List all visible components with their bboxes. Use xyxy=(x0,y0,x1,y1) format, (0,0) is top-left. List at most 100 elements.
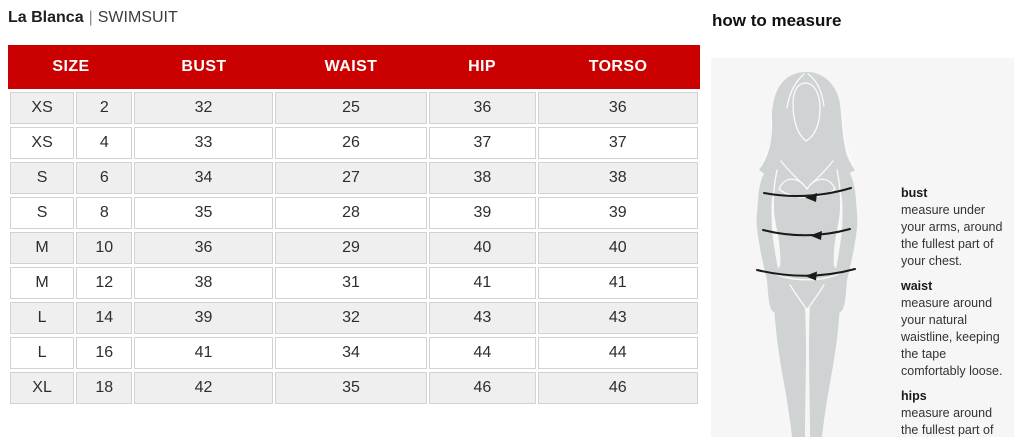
hair-part-right xyxy=(807,73,825,107)
left-leg-shape xyxy=(773,286,806,437)
size-table-row: XS 4 33 26 37 37 xyxy=(10,127,698,159)
hip-cell: 38 xyxy=(429,162,536,194)
brand-name: La Blanca xyxy=(8,9,84,26)
page-title: La Blanca | SWIMSUIT xyxy=(8,9,178,27)
bust-cell: 33 xyxy=(134,127,273,159)
column-header-size: SIZE xyxy=(52,58,90,75)
hair-strand-left xyxy=(760,113,773,167)
hair-strand-right xyxy=(842,113,855,167)
bust-cell: 35 xyxy=(134,197,273,229)
waist-cell: 29 xyxy=(274,232,428,264)
right-arm-seam xyxy=(836,169,842,237)
torso-shape xyxy=(772,154,842,272)
bust-cell: 41 xyxy=(134,337,273,369)
bust-cell: 36 xyxy=(134,232,273,264)
hip-cell: 39 xyxy=(429,197,536,229)
waist-cell: 27 xyxy=(274,162,428,194)
waist-cell: 35 xyxy=(274,372,428,404)
size-table-row: L 16 41 34 44 44 xyxy=(10,337,698,369)
size-number-cell: 10 xyxy=(76,232,133,264)
bust-tip: bust measure under your arms, around the… xyxy=(901,185,1003,270)
size-number-cell: 16 xyxy=(76,337,133,369)
waist-cell: 32 xyxy=(274,302,428,334)
bust-measure-arrow xyxy=(763,187,852,198)
waist-tip-label: waist xyxy=(901,279,933,293)
size-letter-cell: S xyxy=(10,197,75,229)
torso-cell: 46 xyxy=(537,372,698,404)
how-to-measure-title: how to measure xyxy=(712,11,842,30)
waist-measure-arrow xyxy=(762,228,851,237)
measure-tips: bust measure under your arms, around the… xyxy=(901,185,1003,437)
face-outline xyxy=(792,82,821,142)
column-header-hip: HIP xyxy=(468,58,496,75)
waist-tip: waist measure around your natural waistl… xyxy=(901,278,1003,380)
size-letter-cell: M xyxy=(10,267,75,299)
size-chart-table: XS 2 32 25 36 36 XS 4 33 26 37 37 S 6 34 27 38 38 S 8 35 28 39… xyxy=(8,89,700,407)
waist-cell: 26 xyxy=(274,127,428,159)
body-silhouette-illustration xyxy=(756,72,858,437)
hair-part-left xyxy=(786,73,805,109)
hip-cell: 36 xyxy=(429,92,536,124)
size-number-cell: 12 xyxy=(76,267,133,299)
size-table-row: M 12 38 31 41 41 xyxy=(10,267,698,299)
column-header-waist: WAIST xyxy=(324,58,378,75)
bust-cell: 39 xyxy=(134,302,273,334)
right-leg-shape xyxy=(809,286,841,437)
hip-arrowhead xyxy=(805,271,817,281)
right-arm-shape xyxy=(833,160,858,313)
bust-cell: 34 xyxy=(134,162,273,194)
bikini-v xyxy=(789,284,825,312)
waist-cell: 34 xyxy=(274,337,428,369)
torso-cell: 41 xyxy=(537,267,698,299)
hip-cell: 41 xyxy=(429,267,536,299)
size-table-row: S 6 34 27 38 38 xyxy=(10,162,698,194)
torso-cell: 39 xyxy=(537,197,698,229)
waist-cell: 31 xyxy=(274,267,428,299)
torso-cell: 44 xyxy=(537,337,698,369)
category-name: SWIMSUIT xyxy=(97,9,178,26)
bust-cell: 32 xyxy=(134,92,273,124)
hip-cell: 37 xyxy=(429,127,536,159)
torso-cell: 40 xyxy=(537,232,698,264)
hip-cell: 46 xyxy=(429,372,536,404)
torso-cell: 37 xyxy=(537,127,698,159)
size-table-row: XL 18 42 35 46 46 xyxy=(10,372,698,404)
hair-shape xyxy=(759,72,855,177)
bust-arrowhead xyxy=(805,193,817,202)
size-letter-cell: XS xyxy=(10,92,75,124)
bust-tip-label: bust xyxy=(901,186,928,200)
waist-arrowhead xyxy=(810,231,822,240)
bikini-waistband xyxy=(773,272,841,281)
size-letter-cell: S xyxy=(10,162,75,194)
size-number-cell: 4 xyxy=(76,127,133,159)
size-letter-cell: L xyxy=(10,302,75,334)
hip-cell: 44 xyxy=(429,337,536,369)
title-separator: | xyxy=(88,9,93,26)
bust-cell: 38 xyxy=(134,267,273,299)
column-header-torso: TORSO xyxy=(588,58,648,75)
bust-cell: 42 xyxy=(134,372,273,404)
size-table-row: M 10 36 29 40 40 xyxy=(10,232,698,264)
waist-tip-text: measure around your natural waistline, k… xyxy=(901,296,1003,378)
left-arm-seam xyxy=(772,169,778,237)
size-letter-cell: L xyxy=(10,337,75,369)
hips-tip: hips measure around the fullest part of … xyxy=(901,388,1003,437)
size-chart-header-row: SIZE BUST WAIST HIP TORSO xyxy=(8,45,700,89)
bust-tip-text: measure under your arms, around the full… xyxy=(901,203,1003,268)
hips-tip-text: measure around the fullest part of your … xyxy=(901,406,994,437)
size-table-row: L 14 39 32 43 43 xyxy=(10,302,698,334)
torso-cell: 36 xyxy=(537,92,698,124)
size-number-cell: 18 xyxy=(76,372,133,404)
hips-tip-label: hips xyxy=(901,389,927,403)
waist-cell: 28 xyxy=(274,197,428,229)
size-letter-cell: XL xyxy=(10,372,75,404)
size-number-cell: 14 xyxy=(76,302,133,334)
torso-cell: 43 xyxy=(537,302,698,334)
torso-cell: 38 xyxy=(537,162,698,194)
how-to-measure-panel: bust measure under your arms, around the… xyxy=(711,58,1014,437)
size-number-cell: 6 xyxy=(76,162,133,194)
size-table-row: S 8 35 28 39 39 xyxy=(10,197,698,229)
size-table-row: XS 2 32 25 36 36 xyxy=(10,92,698,124)
size-number-cell: 2 xyxy=(76,92,133,124)
size-number-cell: 8 xyxy=(76,197,133,229)
